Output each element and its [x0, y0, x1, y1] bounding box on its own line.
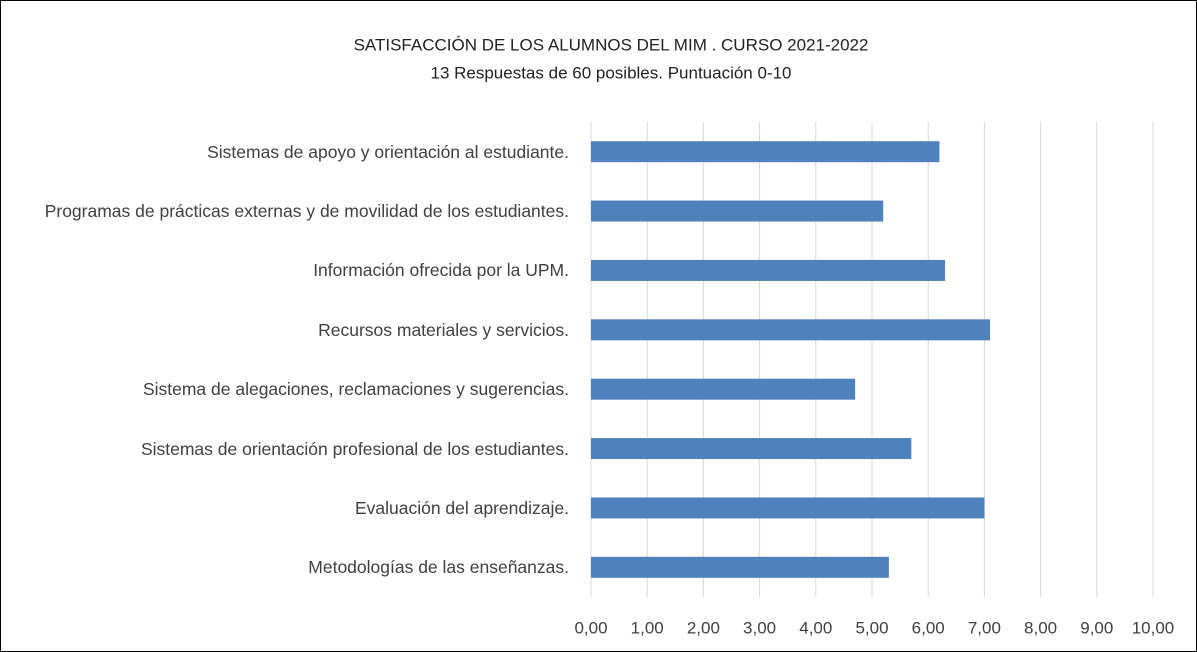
- y-tick-text: Sistemas de apoyo y orientación al estud…: [207, 141, 569, 162]
- bar: [591, 141, 940, 163]
- x-tick-label: 2,00: [687, 618, 720, 637]
- bar: [591, 259, 946, 281]
- y-tick-label: Información ofrecida por la UPM.: [313, 259, 569, 281]
- x-tick-label: 5,00: [855, 618, 888, 637]
- chart-title: SATISFACCIÓN DE LOS ALUMNOS DEL MIM . CU…: [354, 35, 869, 54]
- x-tick-label: 7,00: [968, 618, 1001, 637]
- x-tick-label: 3,00: [743, 618, 776, 637]
- bar: [591, 319, 991, 341]
- y-tick-label: Sistemas de apoyo y orientación al estud…: [207, 141, 569, 163]
- bar: [591, 200, 884, 222]
- y-tick-text: Recursos materiales y servicios.: [318, 319, 569, 340]
- y-tick-text: Evaluación del aprendizaje.: [354, 497, 569, 518]
- y-tick-label: Metodologías de las enseñanzas.: [308, 556, 569, 578]
- y-tick-text: Sistemas de orientación profesional de l…: [140, 438, 569, 459]
- bar: [591, 497, 985, 519]
- x-tick-label: 8,00: [1024, 618, 1057, 637]
- bar: [591, 556, 889, 578]
- y-tick-text: Sistema de alegaciones, reclamaciones y …: [142, 379, 569, 400]
- x-tick-label: 10,00: [1132, 618, 1175, 637]
- y-tick-label: Sistema de alegaciones, reclamaciones y …: [143, 378, 569, 400]
- y-tick-text: Información ofrecida por la UPM.: [313, 260, 569, 281]
- bar: [591, 438, 912, 460]
- x-tick-label: 6,00: [912, 618, 945, 637]
- x-tick-label: 0,00: [574, 618, 607, 637]
- y-tick-label: Evaluación del aprendizaje.: [355, 497, 569, 519]
- chart-subtitle: 13 Respuestas de 60 posibles. Puntuación…: [430, 63, 791, 82]
- y-tick-label: Programas de prácticas externas y de mov…: [45, 200, 569, 222]
- bar: [591, 378, 856, 400]
- x-tick-label: 4,00: [799, 618, 832, 637]
- x-tick-label: 1,00: [631, 618, 664, 637]
- x-tick-label: 9,00: [1080, 618, 1113, 637]
- y-tick-text: Metodologías de las enseñanzas.: [308, 557, 569, 578]
- y-tick-text: Programas de prácticas externas y de mov…: [44, 201, 569, 222]
- y-tick-label: Sistemas de orientación profesional de l…: [141, 438, 569, 460]
- y-tick-label: Recursos materiales y servicios.: [318, 319, 569, 341]
